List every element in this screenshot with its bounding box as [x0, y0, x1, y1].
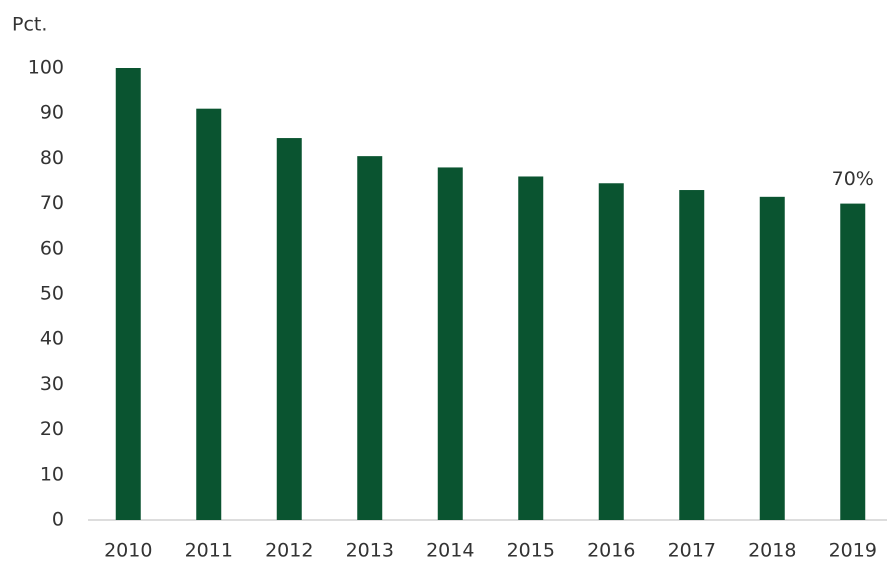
- y-tick-label: 90: [40, 102, 64, 124]
- y-tick-label: 40: [40, 328, 64, 350]
- x-tick-label: 2011: [185, 540, 233, 562]
- x-tick-label: 2018: [748, 540, 796, 562]
- bar: [357, 156, 383, 520]
- x-tick-label: 2019: [829, 540, 877, 562]
- y-tick-label: 30: [40, 373, 64, 395]
- y-tick-label: 20: [40, 418, 64, 440]
- y-tick-label: 60: [40, 237, 64, 259]
- y-tick-label: 80: [40, 147, 64, 169]
- x-tick-label: 2015: [507, 540, 555, 562]
- bar: [276, 138, 302, 520]
- x-tick-label: 2014: [426, 540, 474, 562]
- bar: [437, 167, 463, 520]
- bar: [679, 190, 705, 521]
- bar: [598, 183, 624, 520]
- x-tick-label: 2017: [668, 540, 716, 562]
- y-axis-label: Pct.: [12, 14, 47, 36]
- bar: [759, 196, 785, 520]
- y-tick-label: 10: [40, 463, 64, 485]
- bar: [196, 108, 222, 521]
- y-tick-label: 0: [52, 509, 64, 531]
- x-tick-label: 2013: [346, 540, 394, 562]
- x-tick-label: 2016: [587, 540, 635, 562]
- x-tick-label: 2012: [265, 540, 313, 562]
- y-tick-label: 70: [40, 192, 64, 214]
- bar: [518, 176, 544, 521]
- y-tick-label: 100: [28, 57, 64, 79]
- data-label: 70%: [832, 168, 874, 190]
- x-tick-label: 2010: [104, 540, 152, 562]
- y-tick-label: 50: [40, 283, 64, 305]
- bar: [840, 203, 866, 520]
- bar: [115, 68, 141, 520]
